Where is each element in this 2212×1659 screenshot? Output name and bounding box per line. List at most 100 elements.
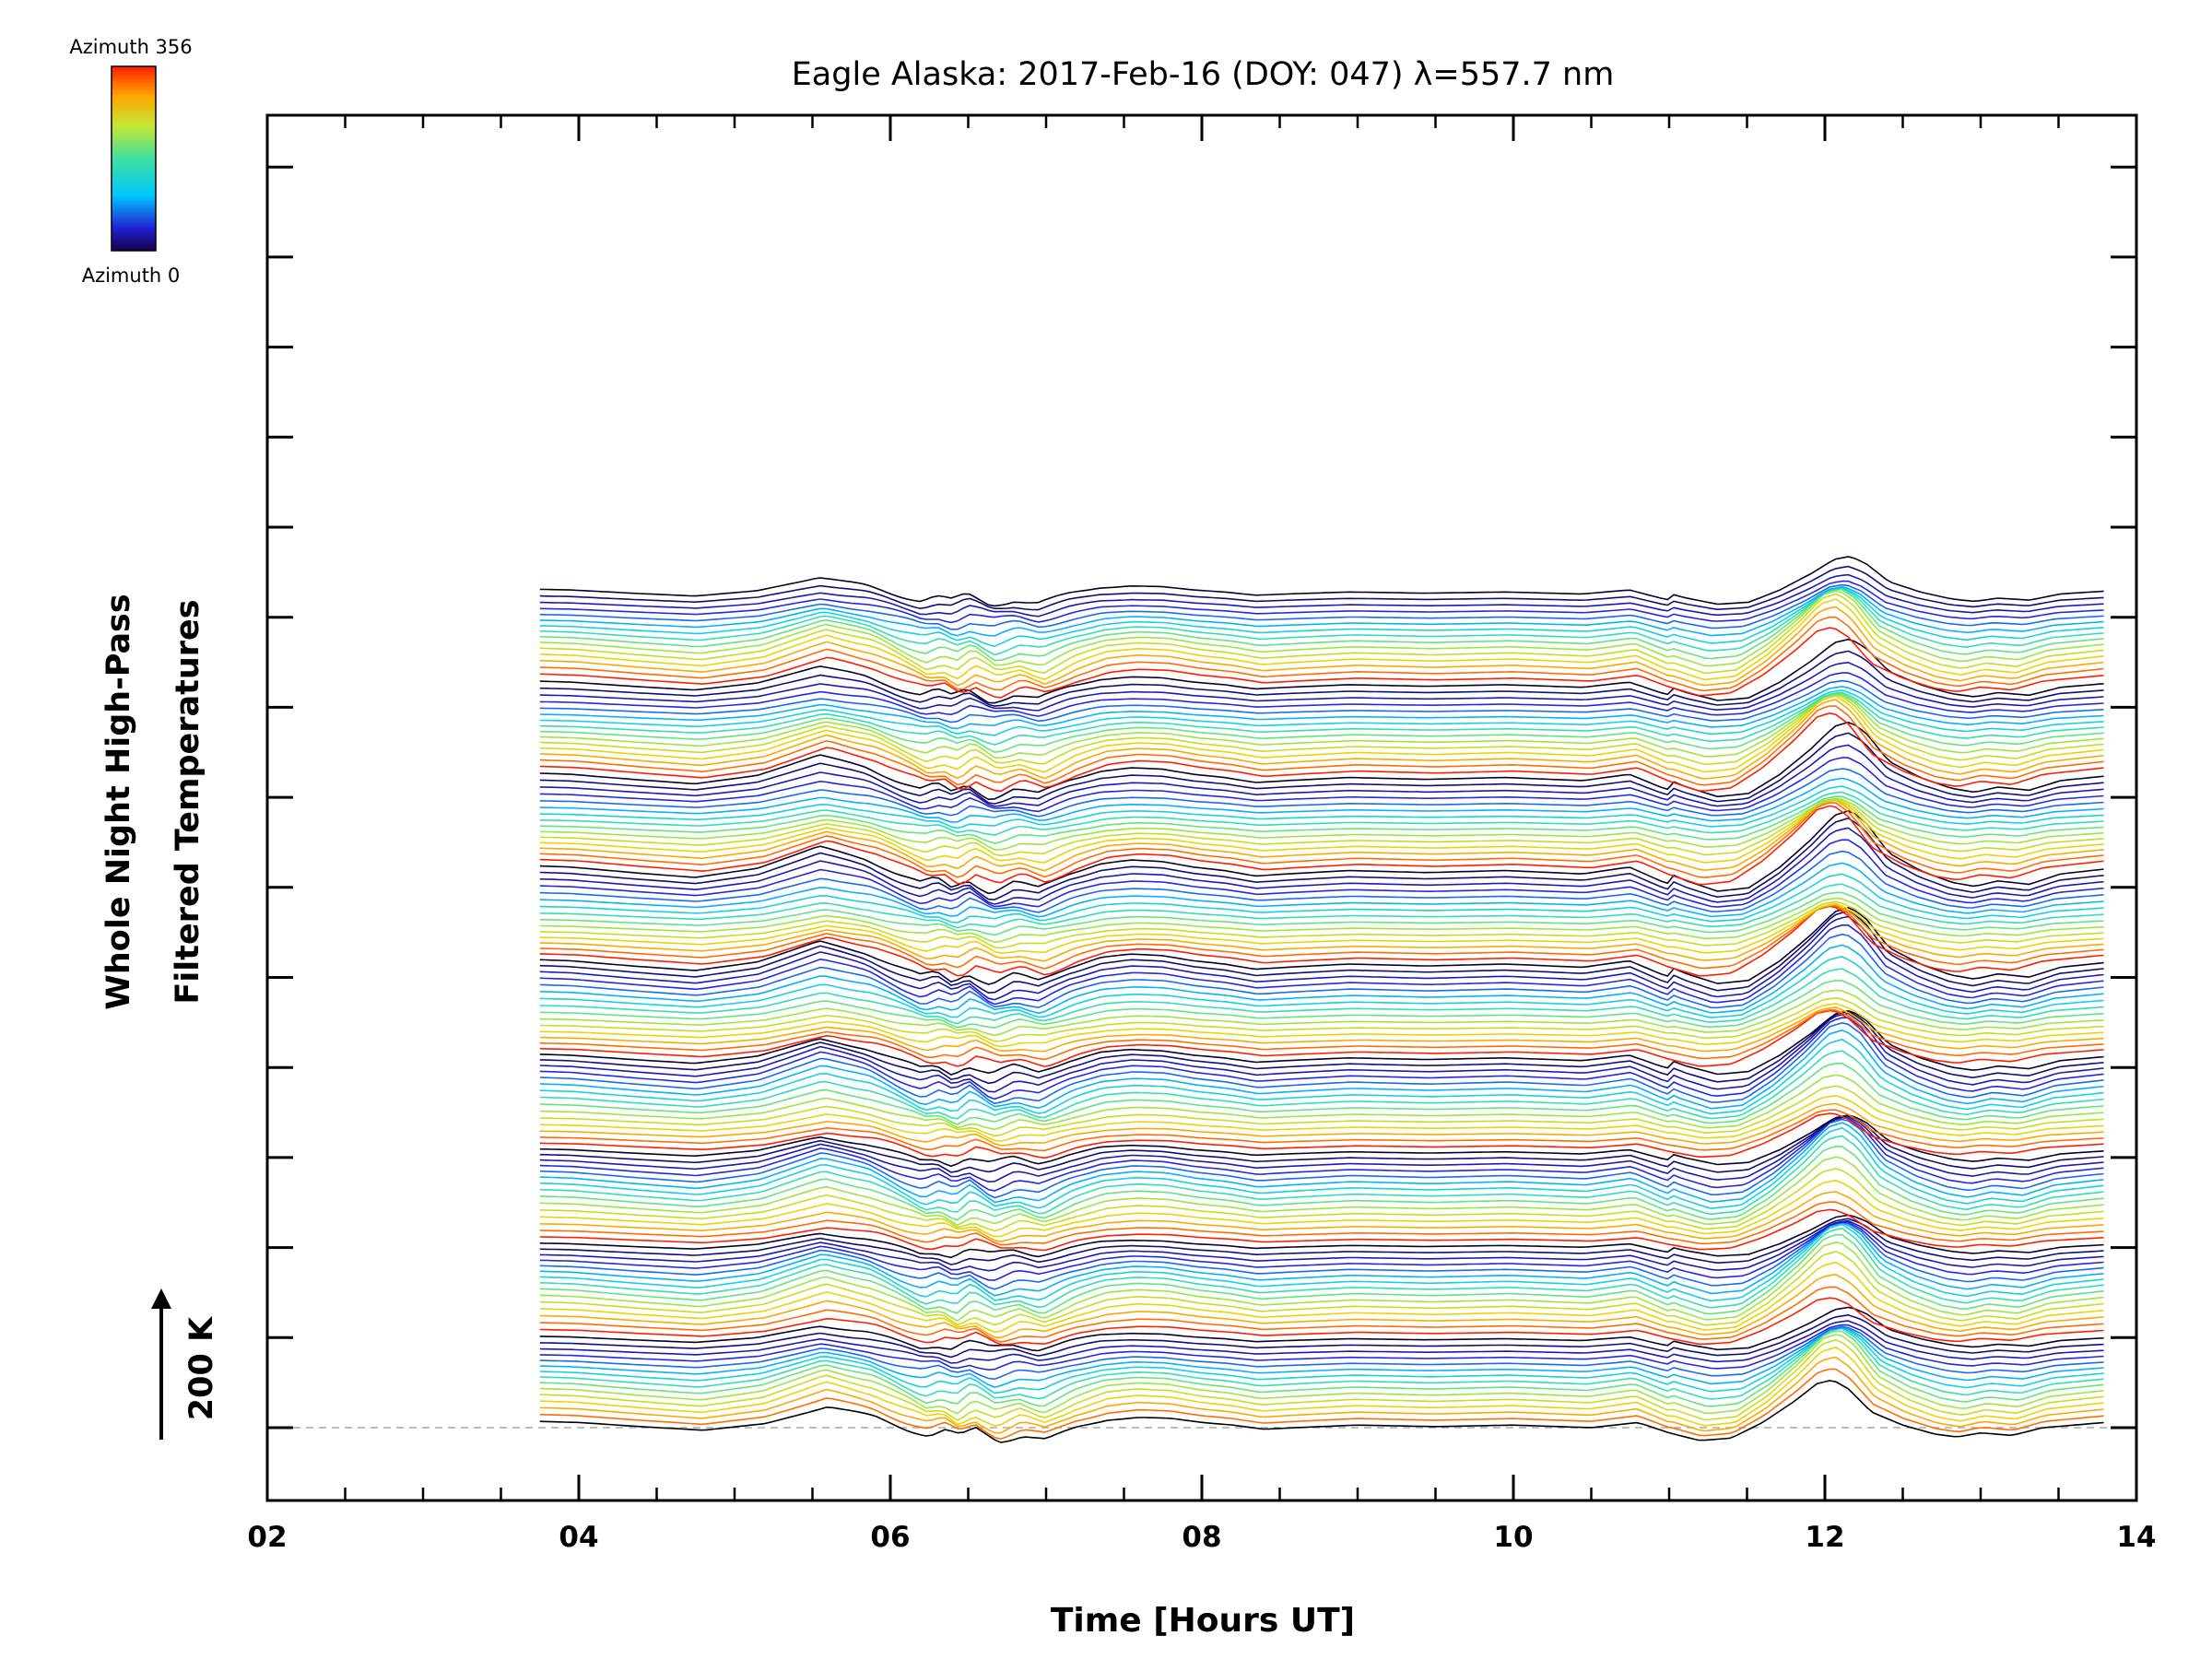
trace-line <box>539 693 2104 759</box>
trace-line <box>539 565 2104 611</box>
trace-line <box>539 933 2104 1009</box>
trace-line <box>539 1109 2104 1152</box>
trace-line <box>539 732 2104 805</box>
trace-line <box>539 1008 2104 1061</box>
y-axis-label: Whole Night High-Pass Filtered Temperatu… <box>100 594 206 1009</box>
trace-line <box>539 1325 2104 1381</box>
trace-line <box>539 1324 2104 1371</box>
trace-line <box>539 1368 2104 1441</box>
trace-line <box>539 1074 2104 1131</box>
trace-line <box>539 1223 2104 1302</box>
trace-line <box>539 686 2104 730</box>
trace-line <box>539 1038 2104 1115</box>
trace-line <box>539 588 2104 662</box>
trace-line <box>539 583 2104 630</box>
trace-line <box>539 1261 2104 1334</box>
trace-line <box>539 791 2104 836</box>
trace-line <box>539 580 2104 624</box>
trace-line <box>539 862 2104 918</box>
colorbar <box>111 65 157 252</box>
trace-line <box>539 1330 2104 1407</box>
trace-line <box>539 1234 2104 1315</box>
trace-line <box>539 1085 2104 1137</box>
trace-line <box>539 1009 2104 1067</box>
trace-line <box>539 900 2104 949</box>
trace-line <box>539 905 2104 970</box>
trace-line <box>539 587 2104 656</box>
trace-line <box>539 915 2104 1001</box>
trace-line <box>539 1021 2104 1105</box>
trace-line <box>539 1114 2104 1168</box>
trace-line <box>539 672 2104 717</box>
trace-line <box>539 598 2104 681</box>
traces <box>539 556 2104 1443</box>
trace-line <box>539 1156 2104 1227</box>
trace-line <box>539 586 2104 648</box>
trace-line <box>539 873 2104 924</box>
trace-line <box>539 1112 2104 1159</box>
trace-line <box>539 897 2104 944</box>
x-tick-label: 10 <box>1493 1521 1533 1554</box>
trace-line <box>539 768 2104 818</box>
x-axis-label: Time [Hours UT] <box>1051 1602 1355 1640</box>
trace-line <box>539 1326 2104 1394</box>
trace-line <box>539 1286 2104 1343</box>
trace-line <box>539 1334 2104 1415</box>
trace-line <box>539 1208 2104 1252</box>
trace-line <box>539 805 2104 886</box>
trace-line <box>539 705 2104 786</box>
trace-line <box>539 693 2104 754</box>
trace-line <box>539 744 2104 807</box>
trace-line <box>539 1214 2104 1259</box>
scale-bar-label: 200 K <box>183 1315 220 1420</box>
trace-line <box>539 980 2104 1030</box>
trace-line <box>539 903 2104 962</box>
trace-line <box>539 1145 2104 1221</box>
scale-bar: 200 K <box>151 1288 220 1440</box>
trace-line <box>539 691 2104 746</box>
trace-line <box>539 712 2104 793</box>
trace-line <box>539 795 2104 844</box>
trace-line <box>539 593 2104 675</box>
ticks: 02 04 06 08 10 12 14 <box>247 115 2157 1554</box>
trace-line <box>539 905 2104 977</box>
trace-line <box>539 1273 2104 1339</box>
colorbar-bottom-label: Azimuth 0 <box>82 265 181 287</box>
trace-line <box>539 785 2104 830</box>
trace-line <box>539 1222 2104 1297</box>
trace-line <box>539 827 2104 905</box>
trace-line <box>539 924 2104 1006</box>
trace-line <box>539 891 2104 936</box>
trace-line <box>539 1126 2104 1209</box>
trace-line <box>539 1029 2104 1110</box>
trace-line <box>539 1122 2104 1204</box>
trace-line <box>539 757 2104 813</box>
trace-line <box>539 1009 2104 1076</box>
trace-line <box>539 798 2104 864</box>
trace-line <box>539 1002 2104 1048</box>
trace-line <box>539 721 2104 801</box>
plot-area: 02 04 06 08 10 12 14 <box>247 113 2157 1554</box>
trace-line <box>539 1227 2104 1309</box>
trace-line <box>539 1380 2104 1443</box>
trace-line <box>539 1346 2104 1427</box>
trace-line <box>539 968 2104 1025</box>
trace-line <box>539 627 2104 699</box>
trace-line <box>539 1356 2104 1434</box>
trace-line <box>539 650 2104 707</box>
trace-line <box>539 777 2104 823</box>
trace-line <box>539 850 2104 913</box>
trace-line <box>539 902 2104 955</box>
trace-line <box>539 1102 2104 1147</box>
trace-line <box>539 590 2104 667</box>
trace-line <box>539 695 2104 773</box>
trace-line <box>539 1338 2104 1421</box>
trace-line <box>539 1320 2104 1364</box>
trace-line <box>539 1297 2104 1346</box>
chart-title: Eagle Alaska: 2017-Feb-16 (DOY: 047) λ=5… <box>792 56 1615 93</box>
trace-line <box>539 679 2104 724</box>
x-tick-label: 14 <box>2116 1521 2156 1554</box>
trace-line <box>539 1168 2104 1232</box>
trace-line <box>539 1063 2104 1125</box>
